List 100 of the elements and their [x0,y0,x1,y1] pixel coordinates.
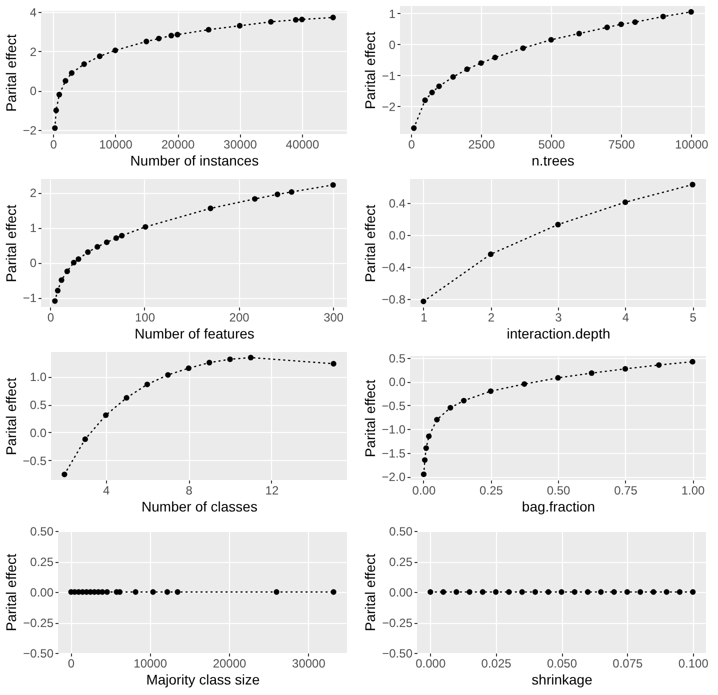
x-tick-label: 20000 [161,138,196,152]
point [236,22,243,29]
y-tick-label: 2 [30,186,37,200]
y-tick-label: −0.50 [23,646,54,660]
x-tick-label: 0.075 [612,656,644,670]
x-tick-label: 0.00 [412,484,436,498]
x-tick-label: 4 [103,484,110,498]
point [113,235,120,241]
point [124,395,130,401]
point [208,206,214,212]
y-tick-label: 1 [388,6,396,21]
x-tick-label: 0.100 [678,656,709,670]
point [460,398,467,404]
point [52,298,58,304]
x-tick-label: 0.000 [416,656,446,670]
point [112,48,118,54]
x-tick-label: 4 [622,310,630,324]
point [690,182,696,188]
y-tick-label: 0.4 [388,196,406,210]
y-tick-label: −0.25 [382,616,413,630]
point [522,381,528,387]
y-tick-label: −2 [382,100,396,114]
point [330,182,336,188]
point [292,17,299,23]
point [288,189,294,195]
point [688,9,694,15]
point [330,360,336,367]
y-tick-label: −1 [22,291,37,306]
y-tick-label: −0.5 [382,398,406,413]
point [488,251,494,258]
y-tick-label: −0.25 [23,616,54,630]
point [436,83,442,90]
x-axis-title: bag.fraction [522,498,596,514]
point [206,26,212,33]
y-axis-title: Parital effect [362,380,378,458]
x-tick-label: 0.75 [614,484,638,498]
y-tick-label: −0.8 [382,292,406,306]
y-axis-title: Parital effect [362,554,378,632]
y-tick-label: −0.5 [22,454,47,468]
x-tick-label: 30000 [224,138,258,152]
y-tick-label: 0.25 [30,555,54,569]
point [492,54,498,60]
point [423,445,429,451]
x-tick-label: 10000 [99,138,133,152]
point [548,36,554,43]
point [520,45,526,51]
y-tick-label: 1.0 [30,370,47,384]
y-tick-label: 0 [30,84,37,98]
x-axis-title: n.trees [532,152,574,168]
point [70,260,77,266]
point [656,362,662,368]
x-tick-label: 20000 [212,656,247,670]
point [252,196,258,202]
point [76,256,82,262]
x-axis-title: Number of features [134,326,254,342]
point [54,288,61,294]
point [422,457,428,463]
x-tick-label: 12 [265,484,279,498]
y-tick-label: 0.00 [30,586,54,600]
x-tick-label: 0.25 [480,484,504,498]
x-tick-label: 1 [420,310,428,324]
point [81,61,87,67]
point [62,78,68,84]
point [206,360,212,366]
point [103,412,109,418]
x-axis-title: Number of instances [130,152,259,168]
point [94,244,100,250]
y-axis-title: Parital effect [2,204,19,282]
point [420,298,426,304]
x-tick-label: 10000 [674,138,709,152]
point [142,224,148,230]
y-tick-label: −2 [22,124,37,138]
point [464,66,470,72]
y-tick-label: −1.0 [382,422,406,437]
x-tick-label: 7500 [608,138,636,152]
y-tick-label: −1 [382,68,396,83]
point [85,249,91,255]
x-tick-label: 10000 [134,656,168,670]
y-tick-label: 1 [30,221,37,236]
point [478,60,484,66]
point [622,199,628,206]
x-tick-label: 300 [324,310,344,324]
y-axis-title: Parital effect [2,34,19,112]
point [426,433,432,440]
point [82,436,88,442]
point [632,19,638,25]
point [52,125,58,131]
y-axis-title: Parital effect [362,32,378,110]
point [622,366,628,372]
point [660,14,666,20]
point [488,388,494,394]
x-tick-label: 0.50 [546,484,570,498]
point [618,21,624,28]
y-tick-label: 0.50 [30,524,54,538]
x-tick-label: 100 [134,310,156,324]
x-tick-label: 3 [555,310,562,324]
x-tick-label: 40000 [286,138,320,152]
x-tick-label: 0.025 [481,656,512,670]
point [434,416,440,422]
point [420,471,427,478]
